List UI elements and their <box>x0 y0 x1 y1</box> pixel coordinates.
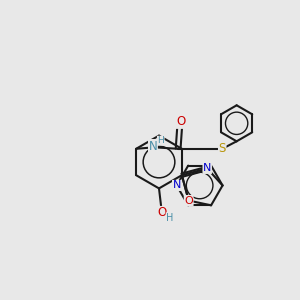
Text: S: S <box>218 142 226 155</box>
Text: O: O <box>158 206 166 220</box>
Text: N: N <box>148 140 157 153</box>
Text: O: O <box>184 196 193 206</box>
Text: N: N <box>172 181 181 190</box>
Text: N: N <box>203 164 212 173</box>
Text: H: H <box>158 136 164 145</box>
Text: H: H <box>166 213 173 223</box>
Text: O: O <box>176 115 185 128</box>
